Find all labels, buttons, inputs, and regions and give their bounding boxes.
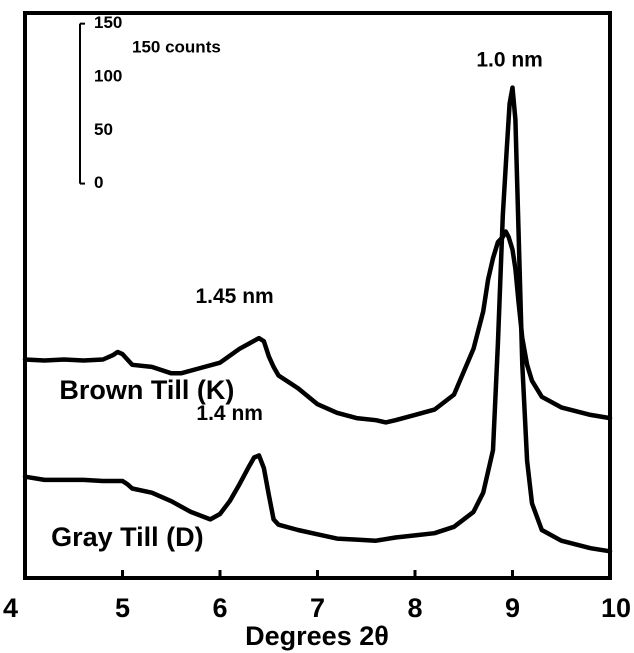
annotation-1-4-nm: 1.4 nm [196, 402, 263, 425]
x-tick-label-8: 8 [407, 593, 422, 623]
series-label-gray-till: Gray Till (D) [51, 522, 204, 552]
x-tick-label-9: 9 [505, 593, 520, 623]
scale-bar: 0 50 100 150 150 counts [79, 13, 221, 192]
x-tick-label-7: 7 [310, 593, 325, 623]
x-tick-label-4: 4 [3, 593, 18, 623]
series-line-brown-till [22, 229, 613, 425]
x-tick-label-10: 10 [601, 593, 631, 623]
x-tick-label-5: 5 [115, 593, 130, 623]
scale-bar-unit: 150 counts [132, 37, 221, 56]
series-line-gray-till [22, 85, 613, 554]
x-axis-ticks: 4 5 6 7 8 9 10 [3, 570, 631, 623]
x-tick-label-6: 6 [212, 593, 227, 623]
x-axis-label: Degrees 2θ [245, 621, 389, 651]
annotation-1-0-nm: 1.0 nm [476, 48, 543, 71]
scale-bar-label-150: 150 [94, 13, 122, 32]
annotation-1-45-nm: 1.45 nm [195, 285, 273, 308]
scale-bar-label-100: 100 [94, 66, 122, 85]
scale-bar-label-50: 50 [94, 120, 113, 139]
scale-bar-label-0: 0 [94, 173, 103, 192]
series-label-brown-till: Brown Till (K) [59, 375, 234, 405]
